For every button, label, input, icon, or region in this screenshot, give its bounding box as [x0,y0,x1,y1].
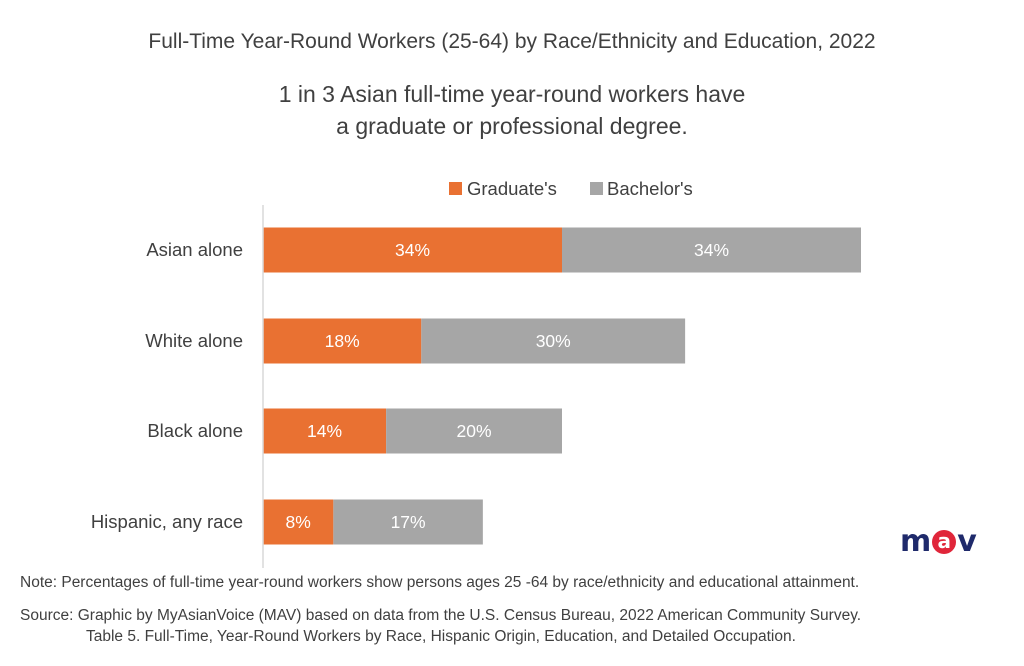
chart-source-line-1: Source: Graphic by MyAsianVoice (MAV) ba… [20,607,862,624]
legend-swatch-bachelor [590,182,603,195]
chart-title: Full-Time Year-Round Workers (25-64) by … [148,30,876,53]
subtitle-line-2: a graduate or professional degree. [336,113,688,139]
bar-bachelor [421,318,686,364]
bar-value-label: 17% [391,512,426,532]
category-label: Black alone [147,420,243,441]
legend-swatch-graduate [449,182,462,195]
category-label: White alone [145,330,243,351]
chart-source-line-2: Table 5. Full-Time, Year-Round Workers b… [86,628,796,645]
legend-label-graduate: Graduate's [467,178,557,199]
logo-letter-a: a [932,530,957,554]
bar-value-label: 20% [457,421,492,441]
chart-subtitle: 1 in 3 Asian full-time year-round worker… [0,78,1024,142]
bar-value-label: 34% [694,240,729,260]
bar-graduate [263,408,387,454]
subtitle-line-1: 1 in 3 Asian full-time year-round worker… [278,81,746,107]
logo-letter-v: v [957,524,977,559]
chart-note: Note: Percentages of full-time year-roun… [20,574,860,591]
bar-value-label: 30% [536,331,571,351]
bar-value-label: 14% [307,421,342,441]
category-label: Hispanic, any race [91,511,243,532]
bar-bachelor [562,227,861,273]
logo-letter-m: m [900,524,932,559]
bar-value-label: 8% [286,512,311,532]
bar-value-label: 34% [395,240,430,260]
bar-bachelor [333,499,483,545]
legend-label-bachelor: Bachelor's [607,178,693,199]
bar-graduate [263,499,334,545]
bar-graduate [263,227,562,273]
category-label: Asian alone [146,239,243,260]
bar-bachelor [386,408,562,454]
bar-value-label: 18% [325,331,360,351]
bar-graduate [263,318,422,364]
